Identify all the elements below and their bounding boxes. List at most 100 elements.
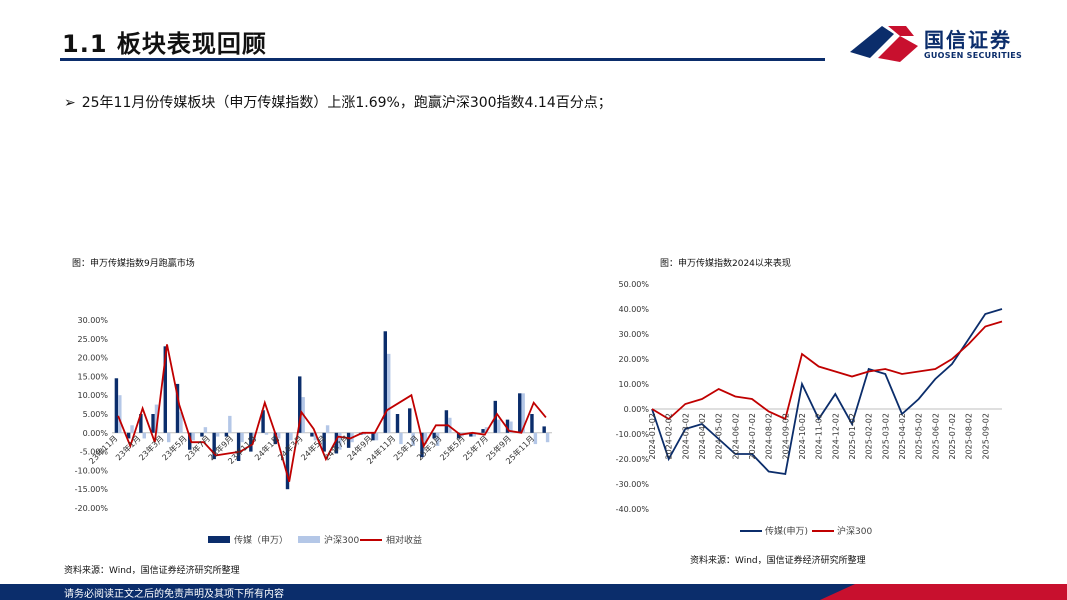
y-tick-label: 40.00%	[618, 305, 649, 314]
x-tick-label: 2024-09-02	[781, 413, 790, 460]
media-bar	[298, 376, 302, 433]
media-bar	[163, 346, 167, 433]
hs300-bar	[411, 432, 415, 446]
hs300-bar	[387, 353, 391, 433]
x-tick-label: 2024-06-02	[731, 413, 740, 460]
media-bar	[530, 414, 534, 433]
media-bar	[114, 378, 119, 433]
hs300-bar	[191, 432, 195, 441]
x-tick-label: 2025-04-02	[898, 413, 907, 460]
hs300-bar	[142, 432, 146, 439]
hs300-bar	[497, 419, 501, 433]
legend-label: 传媒（申万）	[234, 534, 288, 546]
hs300-bar	[179, 412, 183, 433]
media-bar	[175, 383, 180, 433]
x-tick-label: 2025-03-02	[881, 413, 890, 460]
media-bar	[505, 419, 510, 433]
x-tick-label: 2025-07-02	[948, 413, 957, 460]
y-tick-label: 0.00%	[83, 429, 109, 438]
hs300-bar	[399, 432, 403, 445]
media-bar	[249, 432, 253, 452]
media-bar	[236, 432, 241, 461]
left-chart-title: 图：申万传媒指数9月跑赢市场	[72, 259, 195, 269]
media-bar	[188, 432, 192, 450]
monthly-return-bar-chart: 30.00% 25.00% 20.00% 15.00% 10.00% 5.00% 0.00%…	[75, 316, 552, 546]
logo-en-text: GUOSEN SECURITIES	[924, 51, 1023, 60]
footer-accent	[820, 584, 1067, 600]
logo-cn-text: 国信证券	[924, 28, 1012, 52]
right-chart-title: 图：申万传媒指数2024以来表现	[660, 259, 791, 269]
guosen-logo: 国信证券 GUOSEN SECURITIES	[848, 22, 1028, 64]
summary-text: 25年11月份传媒板块（申万传媒指数）上涨1.69%，跑赢沪深300指数4.14…	[81, 95, 612, 111]
media-bar	[139, 414, 143, 433]
legend-label: 传媒(申万)	[765, 525, 808, 537]
media-bar	[542, 426, 546, 433]
media-index-line	[651, 308, 1003, 476]
hs300-bar	[313, 432, 318, 441]
hs300-bar	[472, 432, 476, 437]
hs300-bar	[448, 417, 452, 433]
cumulative-return-line-chart: 50.00% 40.00% 30.00% 20.00% 10.00% 0.00% -10.0…	[616, 280, 1003, 537]
x-tick-label: 2025-02-02	[865, 413, 874, 460]
media-bar	[322, 432, 326, 452]
media-bar	[273, 432, 277, 445]
hs300-bar	[521, 393, 525, 433]
hs300-bar	[240, 432, 244, 443]
x-tick-label: 2025-09-02	[981, 413, 990, 460]
x-tick-label: 2024-03-02	[681, 413, 690, 460]
media-bar	[334, 432, 339, 454]
left-source-note: 资料来源：Wind，国信证券经济研究所整理	[64, 566, 240, 576]
y-tick-label: 25.00%	[77, 335, 108, 344]
hs300-bar	[374, 432, 379, 441]
media-bar	[456, 432, 461, 439]
hs300-bar	[435, 432, 440, 446]
media-bar	[395, 414, 400, 433]
hs300-bar	[509, 421, 513, 433]
summary-bullet: ➢ 25年11月份传媒板块（申万传媒指数）上涨1.69%，跑赢沪深300指数4.1…	[64, 92, 612, 112]
media-bar	[346, 432, 351, 448]
x-tick-label: 2024-04-02	[698, 413, 707, 460]
hs300-bar	[484, 427, 489, 433]
hs300-bar	[362, 432, 366, 435]
y-tick-label: 10.00%	[618, 380, 649, 389]
y-tick-label: 30.00%	[77, 316, 108, 325]
media-bar	[310, 432, 314, 437]
x-tick-label: 2024-05-02	[715, 413, 724, 460]
y-tick-label: 10.00%	[77, 391, 108, 400]
y-tick-label: 0.00%	[624, 405, 650, 414]
legend-swatch	[298, 536, 320, 543]
x-tick-label: 2024-01-02	[648, 413, 657, 460]
y-tick-label: -20.00%	[75, 504, 109, 513]
media-bar	[224, 432, 229, 437]
footer-disclaimer: 请务必阅读正文之后的免责声明及其项下所有内容	[64, 589, 284, 600]
y-tick-label: 5.00%	[83, 410, 109, 419]
y-tick-label: -40.00%	[616, 505, 650, 514]
hs300-bar	[338, 432, 342, 450]
hs300-bar	[130, 425, 134, 433]
y-tick-label: 20.00%	[77, 354, 108, 363]
y-tick-label: -15.00%	[75, 485, 109, 494]
y-tick-label: -20.00%	[616, 455, 650, 464]
bullet-arrow-icon: ➢	[64, 95, 76, 111]
x-tick-label: 2024-08-02	[765, 413, 774, 460]
legend-label: 沪深300	[837, 525, 872, 537]
hs300-bar	[264, 432, 269, 435]
x-tick-label: 2025-06-02	[931, 413, 940, 460]
media-bar	[444, 410, 449, 433]
page-title: 1.1 板块表现回顾	[62, 30, 267, 58]
y-tick-label: -10.00%	[616, 430, 650, 439]
media-bar	[383, 331, 387, 433]
hs300-bar	[325, 425, 330, 433]
logo-mark-icon	[850, 26, 918, 62]
hs300-bar	[167, 432, 171, 443]
media-bar	[285, 432, 290, 490]
media-bar	[420, 432, 424, 458]
hs300-bar	[203, 427, 208, 433]
media-bar	[469, 432, 473, 437]
x-tick-label: 2025-05-02	[915, 413, 924, 460]
y-tick-label: 50.00%	[618, 280, 649, 289]
media-bar	[126, 432, 131, 439]
media-bar	[261, 410, 265, 433]
hs300-bar	[423, 432, 428, 445]
y-tick-label: 15.00%	[77, 372, 108, 381]
